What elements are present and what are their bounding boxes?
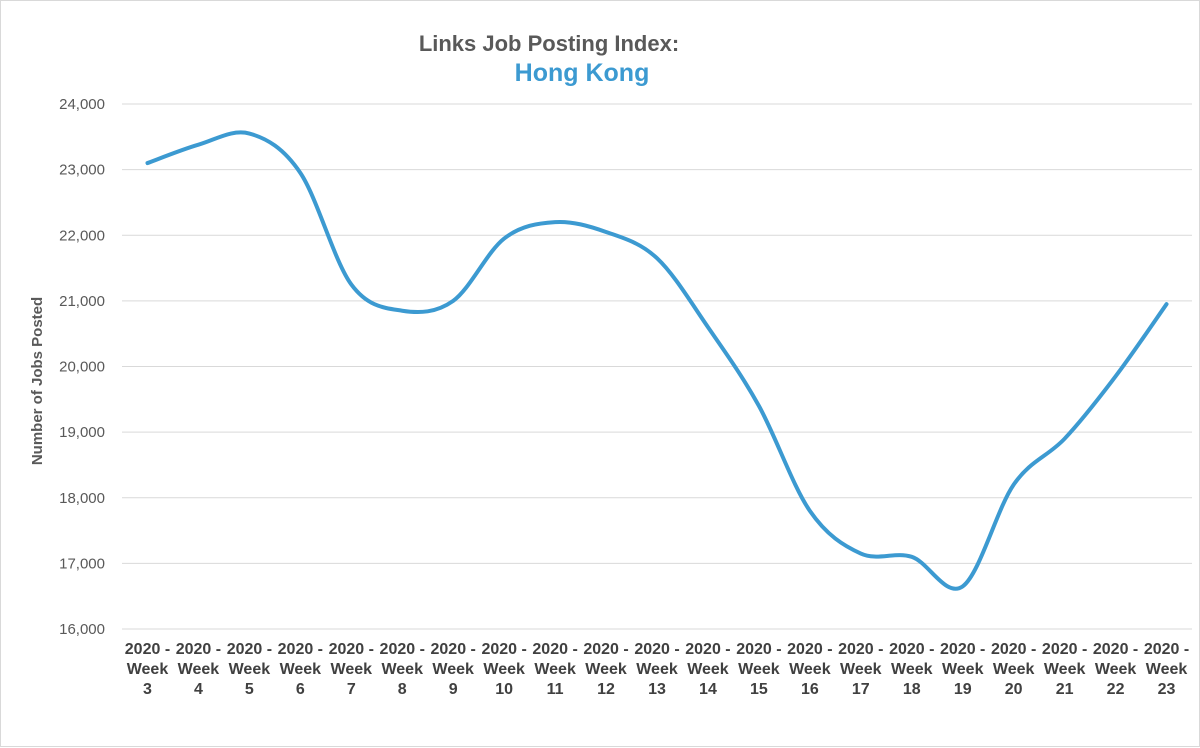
data-point — [1165, 302, 1169, 306]
x-tick-label: 2020 -Week 5 — [227, 641, 272, 698]
x-tick-label: 2020 -Week 9 — [431, 641, 476, 698]
x-tick-label: 2020 -Week 21 — [1042, 641, 1087, 698]
y-tick-label: 23,000 — [59, 162, 105, 179]
y-tick-label: 24,000 — [59, 96, 105, 113]
data-point — [1063, 437, 1067, 441]
data-point — [145, 161, 149, 165]
data-point — [400, 309, 404, 313]
x-tick-label: 2020 -Week 6 — [278, 641, 323, 698]
data-point — [604, 230, 608, 234]
chart-subtitle: Hong Kong — [515, 59, 650, 87]
data-point — [961, 584, 965, 588]
data-point — [1012, 483, 1016, 487]
data-points — [145, 132, 1168, 589]
x-tick-label: 2020 -Week 14 — [685, 641, 730, 698]
x-tick-label: 2020 -Week 16 — [787, 641, 832, 698]
y-axis-label: Number of Jobs Posted — [29, 297, 46, 465]
data-point — [247, 132, 251, 136]
data-point — [859, 552, 863, 556]
x-tick-label: 2020 -Week 11 — [532, 641, 577, 698]
y-axis-ticks: 16,000 17,000 18,000 19,000 20,000 21,000 22,0… — [59, 96, 105, 638]
x-tick-label: 2020 -Week 17 — [838, 641, 883, 698]
x-tick-label: 2020 -Week 12 — [583, 641, 628, 698]
data-point — [1114, 374, 1118, 378]
y-tick-label: 18,000 — [59, 490, 105, 507]
data-point — [196, 143, 200, 147]
x-tick-label: 2020 -Week 18 — [889, 641, 934, 698]
y-tick-label: 22,000 — [59, 227, 105, 244]
series-line — [145, 130, 1169, 591]
x-tick-label: 2020 -Week 7 — [329, 641, 374, 698]
chart-title: Links Job Posting Index: — [419, 31, 679, 56]
x-tick-label: 2020 -Week 3 — [125, 641, 170, 698]
x-tick-label: 2020 -Week 20 — [991, 641, 1036, 698]
y-tick-label: 19,000 — [59, 424, 105, 441]
y-tick-label: 21,000 — [59, 293, 105, 310]
data-point — [553, 220, 557, 224]
x-tick-label: 2020 -Week 15 — [736, 641, 781, 698]
data-point — [298, 171, 302, 175]
x-tick-label: 2020 -Week 19 — [940, 641, 985, 698]
x-tick-label: 2020 -Week 22 — [1093, 641, 1138, 698]
data-point — [502, 237, 506, 241]
data-point — [808, 509, 812, 513]
x-tick-label: 2020 -Week 8 — [380, 641, 425, 698]
y-tick-label: 17,000 — [59, 555, 105, 572]
gridlines — [122, 103, 1192, 630]
x-tick-label: 2020 -Week 13 — [634, 641, 679, 698]
y-tick-label: 16,000 — [59, 621, 105, 638]
data-point — [706, 325, 710, 329]
data-point — [757, 404, 761, 408]
x-tick-label: 2020 -Week 23 — [1144, 641, 1189, 698]
x-tick-label: 2020 -Week 4 — [176, 641, 221, 698]
data-point — [910, 555, 914, 559]
data-point — [451, 299, 455, 303]
x-tick-label: 2020 -Week 10 — [481, 641, 526, 698]
data-point — [655, 256, 659, 260]
y-tick-label: 20,000 — [59, 359, 105, 376]
data-point — [349, 282, 353, 286]
